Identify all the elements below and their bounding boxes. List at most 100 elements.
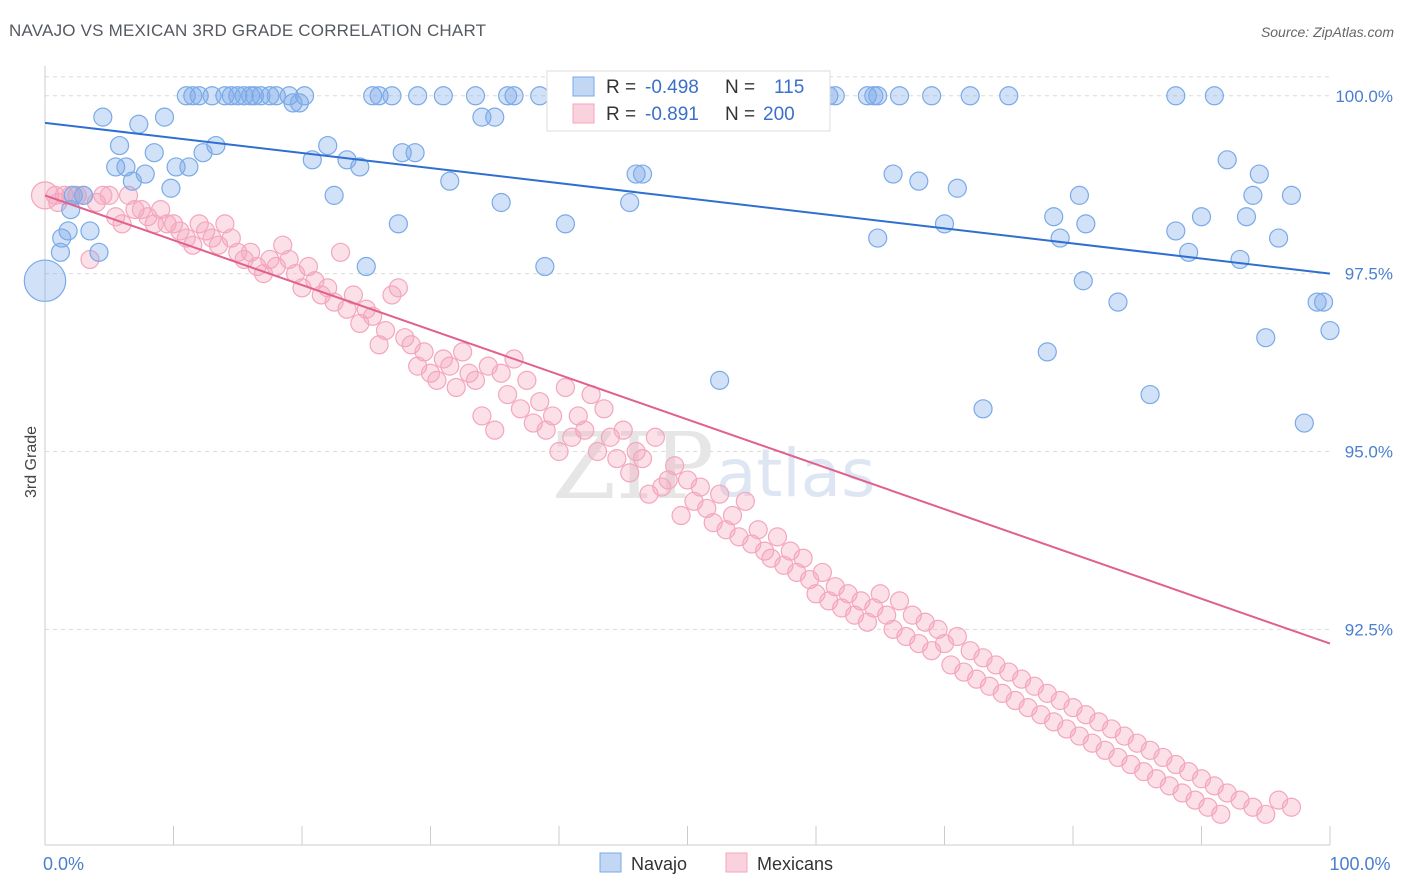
navajo-point — [632, 164, 653, 184]
navajo-point — [626, 164, 646, 184]
bottom-mexicans-swatch — [725, 852, 748, 873]
navajo-point — [109, 135, 130, 156]
mexicans-point — [870, 584, 890, 604]
navajo-point — [433, 86, 453, 106]
navajo-point — [89, 242, 109, 262]
navajo-point — [382, 86, 402, 106]
navajo-point — [23, 259, 67, 303]
mexicans-trend-line — [44, 194, 1331, 645]
navajo-n-value: 115 — [774, 77, 804, 98]
mexicans-point — [594, 399, 614, 419]
navajo-point — [324, 185, 344, 205]
mexicans-point — [542, 406, 563, 426]
navajo-trend-line — [44, 121, 1331, 275]
mexicans-point — [671, 505, 691, 526]
mexicans-point — [889, 591, 910, 611]
mexicans-point — [587, 441, 608, 462]
mexicans-point — [498, 384, 518, 405]
navajo-point — [294, 86, 315, 106]
navajo-point — [530, 86, 550, 106]
navajo-point — [889, 86, 910, 106]
navajo-point — [710, 370, 730, 390]
source-label: Source: ZipAtlas.com — [1260, 24, 1394, 40]
mexicans-point — [793, 548, 813, 568]
navajo-point — [1108, 292, 1128, 312]
mexicans-point — [722, 505, 743, 526]
navajo-point — [491, 192, 511, 213]
navajo-point — [960, 86, 980, 106]
mexicans-point — [690, 477, 710, 497]
navajo-point — [1249, 164, 1269, 184]
navajo-point — [1140, 384, 1160, 405]
mexicans-swatch — [572, 103, 595, 124]
mexicans-point — [645, 427, 665, 447]
tick-labels: 100.0% 97.5% 95.0% 92.5% 0.0% 100.0% — [43, 87, 1393, 874]
mexicans-point — [446, 377, 466, 398]
navajo-point — [350, 157, 370, 177]
navajo-point — [388, 214, 408, 234]
grid-lines — [45, 76, 1330, 630]
mexicans-point — [279, 249, 299, 270]
watermark-atlas: atlas — [716, 435, 876, 512]
mexicans-point — [465, 370, 486, 390]
mexicans-point — [632, 449, 653, 469]
mexicans-point — [530, 392, 550, 412]
mexicans-point — [536, 420, 556, 440]
mexicans-point — [568, 406, 588, 426]
navajo-point — [1217, 150, 1237, 170]
mexicans-r-label: R = — [606, 104, 636, 125]
navajo-point — [1166, 221, 1186, 241]
navajo-point — [1076, 214, 1096, 234]
mexicans-point — [748, 520, 768, 540]
navajo-point — [1230, 249, 1250, 270]
navajo-point — [973, 399, 993, 419]
mexicans-point — [151, 200, 171, 220]
mexicans-point — [549, 441, 569, 462]
navajo-point — [161, 178, 181, 198]
mexicans-point — [93, 185, 113, 205]
navajo-point — [244, 86, 265, 106]
navajo-point — [144, 143, 164, 163]
mexicans-point — [183, 235, 203, 255]
navajo-point — [535, 256, 555, 277]
navajo-point — [183, 86, 203, 106]
mexicans-point — [472, 406, 492, 426]
y-axis-label: 3rd Grade — [23, 426, 40, 498]
navajo-point — [58, 221, 78, 241]
mexicans-point — [221, 228, 241, 248]
navajo-swatch — [572, 76, 595, 97]
mexicans-point — [1281, 797, 1302, 817]
navajo-point — [1320, 320, 1340, 341]
mexicans-point — [440, 356, 460, 376]
navajo-point — [868, 228, 888, 248]
mexicans-point — [947, 626, 967, 647]
navajo-point — [440, 171, 460, 191]
mexicans-point — [517, 370, 537, 390]
mexicans-point — [735, 491, 755, 511]
navajo-point — [179, 157, 199, 177]
navajo-point — [116, 157, 136, 177]
navajo-point — [356, 256, 376, 277]
mexicans-r-value: -0.891 — [645, 104, 699, 125]
navajo-point — [80, 221, 100, 241]
navajo-r-label: R = — [606, 77, 636, 98]
mexicans-point — [1211, 804, 1231, 824]
mexicans-point — [575, 420, 595, 440]
navajo-point — [234, 86, 254, 106]
mexicans-point — [510, 399, 531, 419]
navajo-point — [154, 107, 175, 127]
mexicans-point — [99, 185, 119, 205]
mexicans-point — [613, 420, 633, 440]
navajo-point — [1243, 185, 1263, 205]
navajo-point — [50, 242, 71, 262]
mexicans-point — [298, 256, 319, 277]
watermark-zip: ZIP — [552, 413, 714, 520]
navajo-point — [260, 86, 280, 106]
mexicans-point — [112, 214, 132, 234]
navajo-point — [129, 114, 149, 134]
navajo-point — [1281, 185, 1302, 205]
navajo-point — [1236, 207, 1257, 227]
navajo-point — [1166, 86, 1186, 106]
x-tick-label-0: 0.0% — [43, 854, 84, 874]
navajo-point — [1204, 86, 1224, 106]
